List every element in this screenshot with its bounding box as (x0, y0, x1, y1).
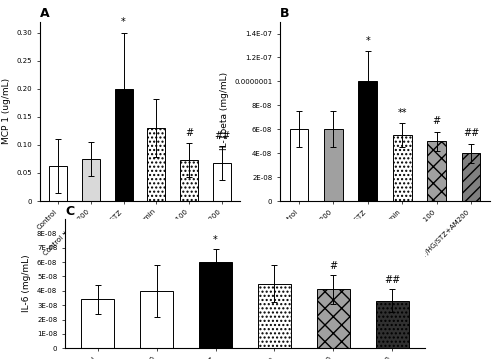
Bar (49, 166, 67, 201)
Text: *: * (213, 235, 218, 245)
Text: #: # (330, 261, 338, 271)
Bar (317, 289, 350, 348)
Bar (258, 284, 290, 348)
Text: #: # (185, 128, 193, 138)
Bar (180, 160, 198, 201)
Text: B: B (280, 8, 289, 20)
Bar (140, 291, 173, 348)
Text: *: * (121, 17, 126, 27)
Text: C: C (65, 205, 74, 218)
Text: #: # (432, 116, 440, 126)
Bar (213, 163, 231, 201)
Text: A: A (40, 8, 50, 20)
Bar (148, 128, 166, 201)
Y-axis label: MCP 1 (ug/mL): MCP 1 (ug/mL) (2, 78, 11, 144)
Text: ##: ## (384, 275, 400, 285)
Bar (114, 89, 132, 201)
Text: *: * (366, 36, 370, 46)
Bar (427, 141, 446, 201)
Bar (82, 299, 114, 348)
Bar (82, 159, 100, 201)
Bar (376, 301, 408, 348)
Bar (358, 81, 378, 201)
Bar (462, 153, 480, 201)
Y-axis label: IL-6 (mg/mL): IL-6 (mg/mL) (22, 255, 32, 312)
Text: **: ** (398, 108, 407, 118)
Bar (392, 135, 411, 201)
Y-axis label: IL-1beta (mg/mL): IL-1beta (mg/mL) (220, 72, 228, 150)
Bar (324, 129, 343, 201)
Text: ##: ## (214, 131, 230, 141)
Bar (290, 129, 308, 201)
Text: ##: ## (463, 128, 479, 138)
Bar (200, 262, 232, 348)
